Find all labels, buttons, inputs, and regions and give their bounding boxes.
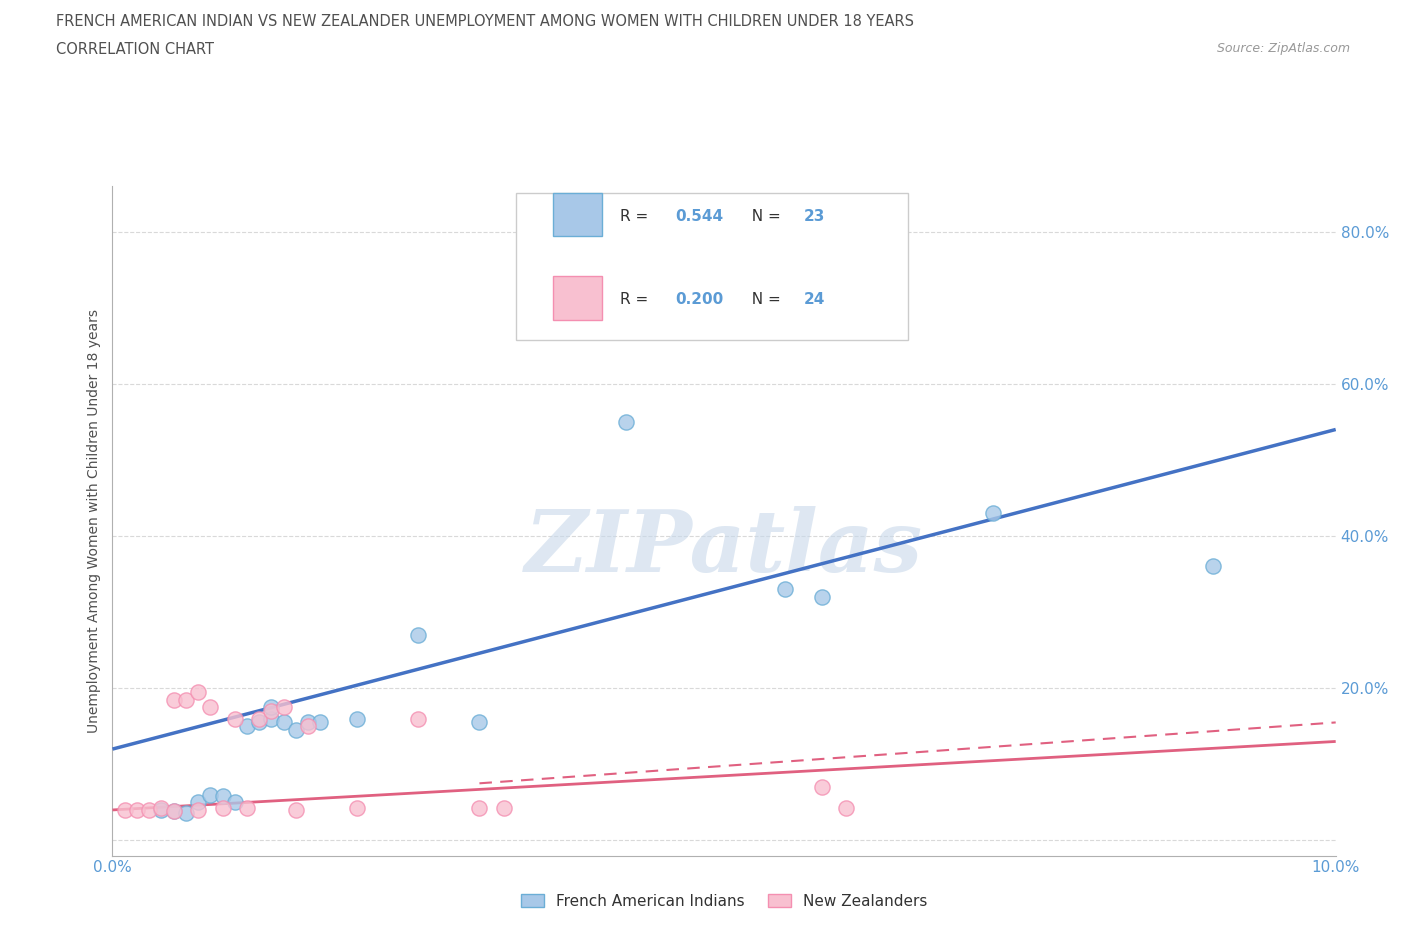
Point (211, 801, 233, 816)
FancyBboxPatch shape (553, 193, 602, 236)
Point (260, 699, 283, 714)
Point (273, 715, 295, 730)
Point (346, 801, 368, 816)
Point (1202, 559, 1225, 574)
Point (309, 715, 332, 730)
Point (138, 803, 160, 817)
Point (981, 506, 1004, 521)
Legend: French American Indians, New Zealanders: French American Indians, New Zealanders (515, 887, 934, 915)
Point (114, 803, 136, 817)
Point (835, 801, 858, 816)
Point (163, 804, 186, 819)
Text: N =: N = (742, 208, 786, 223)
Point (150, 801, 173, 816)
Point (224, 795, 246, 810)
Point (297, 719, 319, 734)
Text: 23: 23 (804, 208, 825, 223)
FancyBboxPatch shape (553, 276, 602, 320)
Text: Source: ZipAtlas.com: Source: ZipAtlas.com (1216, 42, 1350, 55)
Point (811, 590, 834, 604)
Point (174, 692, 197, 707)
Text: R =: R = (620, 208, 654, 223)
Point (187, 795, 209, 810)
Point (492, 801, 515, 816)
Point (247, 711, 270, 726)
Point (775, 582, 797, 597)
Text: 24: 24 (804, 292, 825, 307)
Point (236, 719, 259, 734)
Point (211, 789, 233, 804)
Text: R =: R = (620, 292, 654, 307)
Point (614, 415, 637, 430)
Text: CORRELATION CHART: CORRELATION CHART (56, 42, 214, 57)
Point (297, 715, 319, 730)
Point (224, 711, 246, 726)
Point (163, 804, 186, 819)
Text: FRENCH AMERICAN INDIAN VS NEW ZEALANDER UNEMPLOYMENT AMONG WOMEN WITH CHILDREN U: FRENCH AMERICAN INDIAN VS NEW ZEALANDER … (56, 14, 914, 29)
Point (273, 699, 295, 714)
Point (200, 699, 222, 714)
Point (236, 801, 259, 816)
Text: 0.544: 0.544 (675, 208, 723, 223)
Point (284, 723, 308, 737)
Point (284, 803, 308, 817)
Point (260, 711, 283, 726)
Text: N =: N = (742, 292, 786, 307)
Text: ZIPatlas: ZIPatlas (524, 506, 924, 590)
FancyBboxPatch shape (516, 193, 908, 340)
Point (174, 805, 197, 820)
Point (163, 692, 186, 707)
Point (346, 711, 368, 726)
Point (468, 715, 491, 730)
Point (260, 704, 283, 719)
Point (247, 715, 270, 730)
Point (200, 788, 222, 803)
Point (408, 711, 430, 726)
Point (187, 803, 209, 817)
Point (125, 803, 148, 817)
Point (187, 684, 209, 699)
Y-axis label: Unemployment Among Women with Children Under 18 years: Unemployment Among Women with Children U… (87, 309, 101, 733)
Point (468, 801, 491, 816)
Point (150, 803, 173, 817)
Point (408, 628, 430, 643)
Text: 0.200: 0.200 (675, 292, 724, 307)
Point (811, 779, 834, 794)
